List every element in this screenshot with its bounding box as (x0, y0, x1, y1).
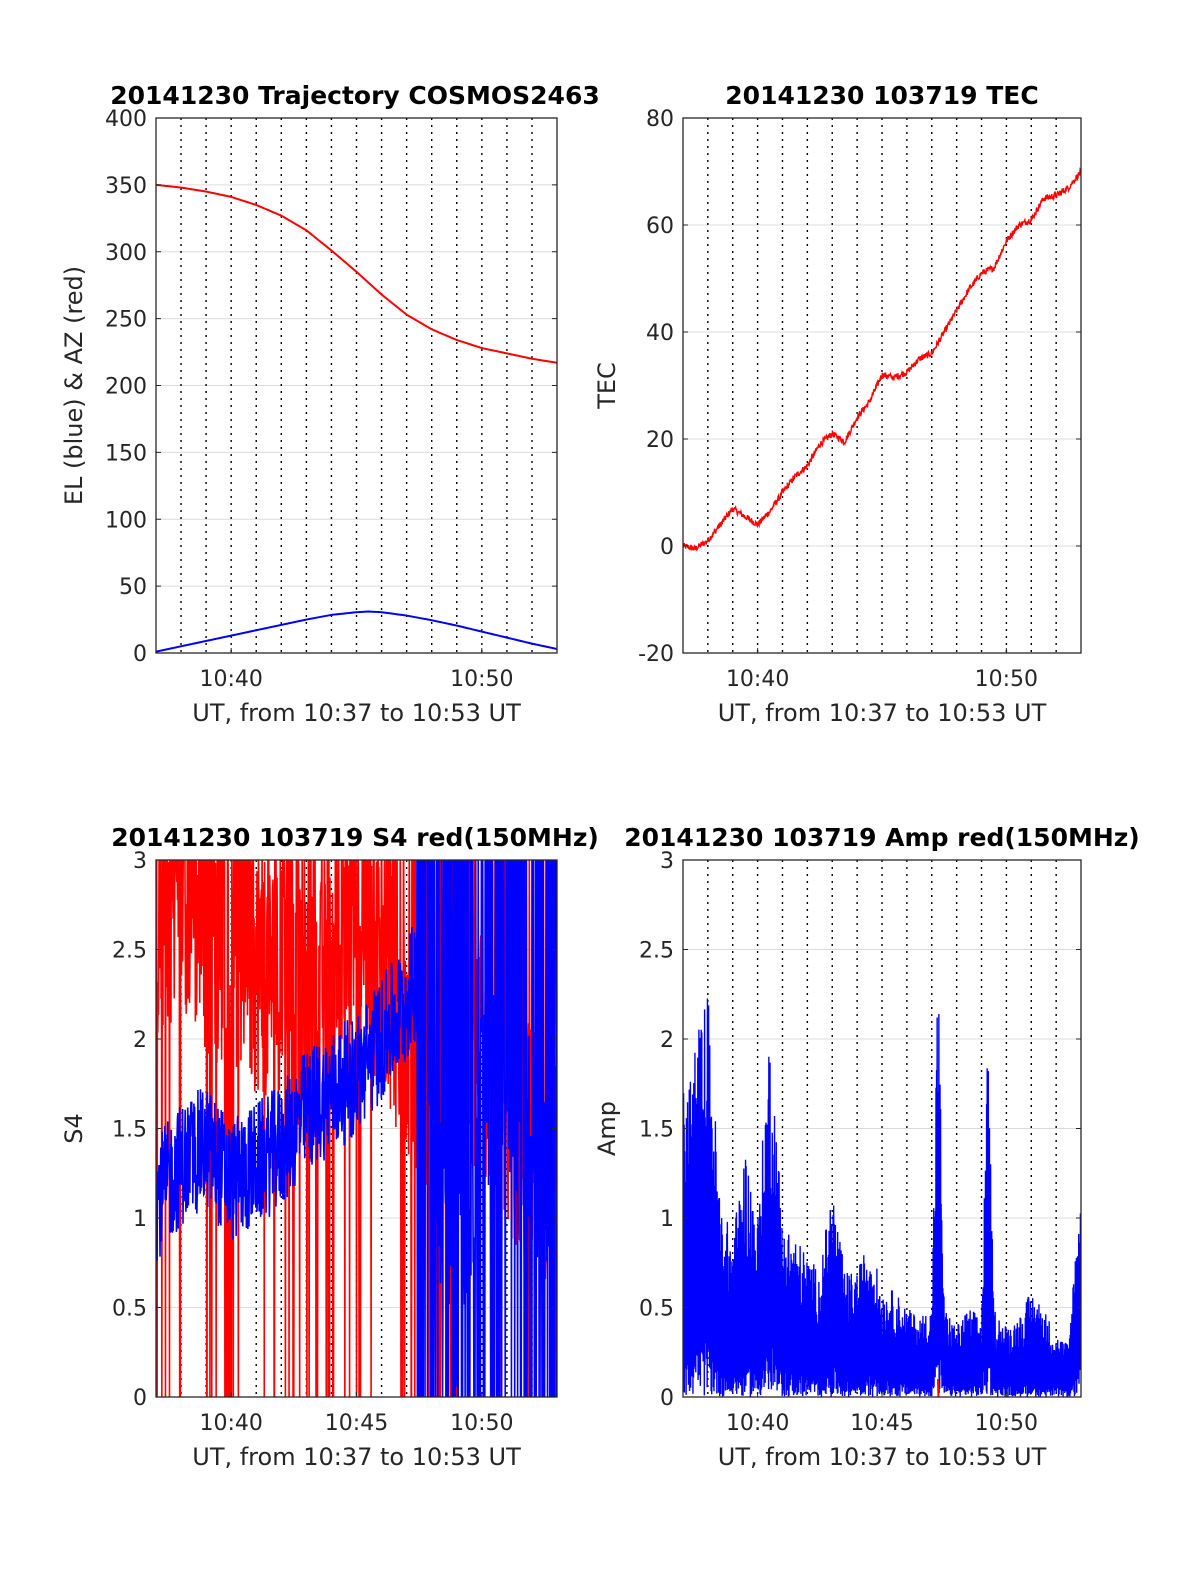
y-tick-label: 50 (119, 575, 147, 600)
y-tick-label: 350 (105, 174, 147, 199)
x-axis-label: UT, from 10:37 to 10:53 UT (192, 699, 521, 727)
y-tick-label: 3 (133, 849, 147, 874)
y-axis-label: Amp (593, 1101, 621, 1156)
x-tick-label: 10:40 (200, 667, 263, 692)
y-tick-label: 200 (105, 375, 147, 400)
y-tick-label: 0.5 (112, 1297, 147, 1322)
x-tick-label: 10:50 (450, 667, 513, 692)
chart-trajectory: 0 50 100 150 200 250 300 350 400 10:40 10:50 201412… (60, 81, 600, 727)
y-tick-label: 0.5 (639, 1297, 674, 1322)
y-tick-label: 20 (646, 428, 674, 453)
y-tick-label: 40 (646, 321, 674, 346)
chart-title: 20141230 103719 TEC (725, 81, 1038, 110)
y-tick-label: 0 (133, 642, 147, 667)
series-line-s4_blue (156, 860, 557, 1397)
y-tick-label: 60 (646, 214, 674, 239)
chart-amp: 0 0.5 1 1.5 2 2.5 3 10:40 10:45 10:50 20141230 103… (593, 823, 1140, 1471)
x-tick-label: 10:50 (975, 667, 1038, 692)
chart-title: 20141230 Trajectory COSMOS2463 (110, 81, 600, 110)
y-tick-label: 0 (660, 535, 674, 560)
y-tick-label: 80 (646, 107, 674, 132)
x-tick-label: 10:40 (726, 667, 789, 692)
y-tick-label: 3 (660, 849, 674, 874)
x-tick-label: 10:45 (325, 1411, 388, 1436)
x-tick-label: 10:50 (450, 1411, 513, 1436)
y-tick-label: 1 (660, 1207, 674, 1232)
series-line-tec (683, 167, 1081, 551)
chart-title: 20141230 103719 Amp red(150MHz) (624, 823, 1140, 852)
y-tick-label: 400 (105, 107, 147, 132)
y-tick-label: -20 (638, 642, 674, 667)
y-tick-label: 2 (660, 1028, 674, 1053)
chart-title: 20141230 103719 S4 red(150MHz) (111, 823, 599, 852)
y-axis-label: TEC (593, 362, 621, 410)
series-line-az (156, 183, 557, 364)
y-axis-label: S4 (60, 1113, 88, 1144)
chart-s4: 0 0.5 1 1.5 2 2.5 3 10:40 10:45 10:50 20141230 103… (60, 823, 599, 1471)
plot-frame (682, 117, 1082, 654)
y-axis-label: EL (blue) & AZ (red) (60, 266, 88, 505)
y-tick-label: 1.5 (112, 1118, 147, 1143)
x-axis-label: UT, from 10:37 to 10:53 UT (718, 699, 1047, 727)
y-tick-label: 1.5 (639, 1118, 674, 1143)
x-axis-label: UT, from 10:37 to 10:53 UT (192, 1443, 521, 1471)
y-tick-label: 300 (105, 241, 147, 266)
y-tick-label: 1 (133, 1207, 147, 1232)
series-line-el (156, 610, 557, 653)
y-tick-label: 250 (105, 308, 147, 333)
y-tick-label: 150 (105, 441, 147, 466)
y-tick-label: 100 (105, 508, 147, 533)
chart-tec: -20 0 20 40 60 80 10:40 10:50 20141230 103719 TE… (593, 81, 1082, 727)
x-tick-label: 10:40 (726, 1411, 789, 1436)
series-line-amp_blue (683, 998, 1081, 1397)
x-tick-label: 10:40 (200, 1411, 263, 1436)
y-tick-label: 2 (133, 1028, 147, 1053)
y-tick-label: 0 (660, 1386, 674, 1411)
y-tick-label: 2.5 (112, 939, 147, 964)
x-axis-label: UT, from 10:37 to 10:53 UT (718, 1443, 1047, 1471)
x-tick-label: 10:45 (850, 1411, 913, 1436)
y-tick-label: 0 (133, 1386, 147, 1411)
y-tick-label: 2.5 (639, 939, 674, 964)
x-tick-label: 10:50 (975, 1411, 1038, 1436)
